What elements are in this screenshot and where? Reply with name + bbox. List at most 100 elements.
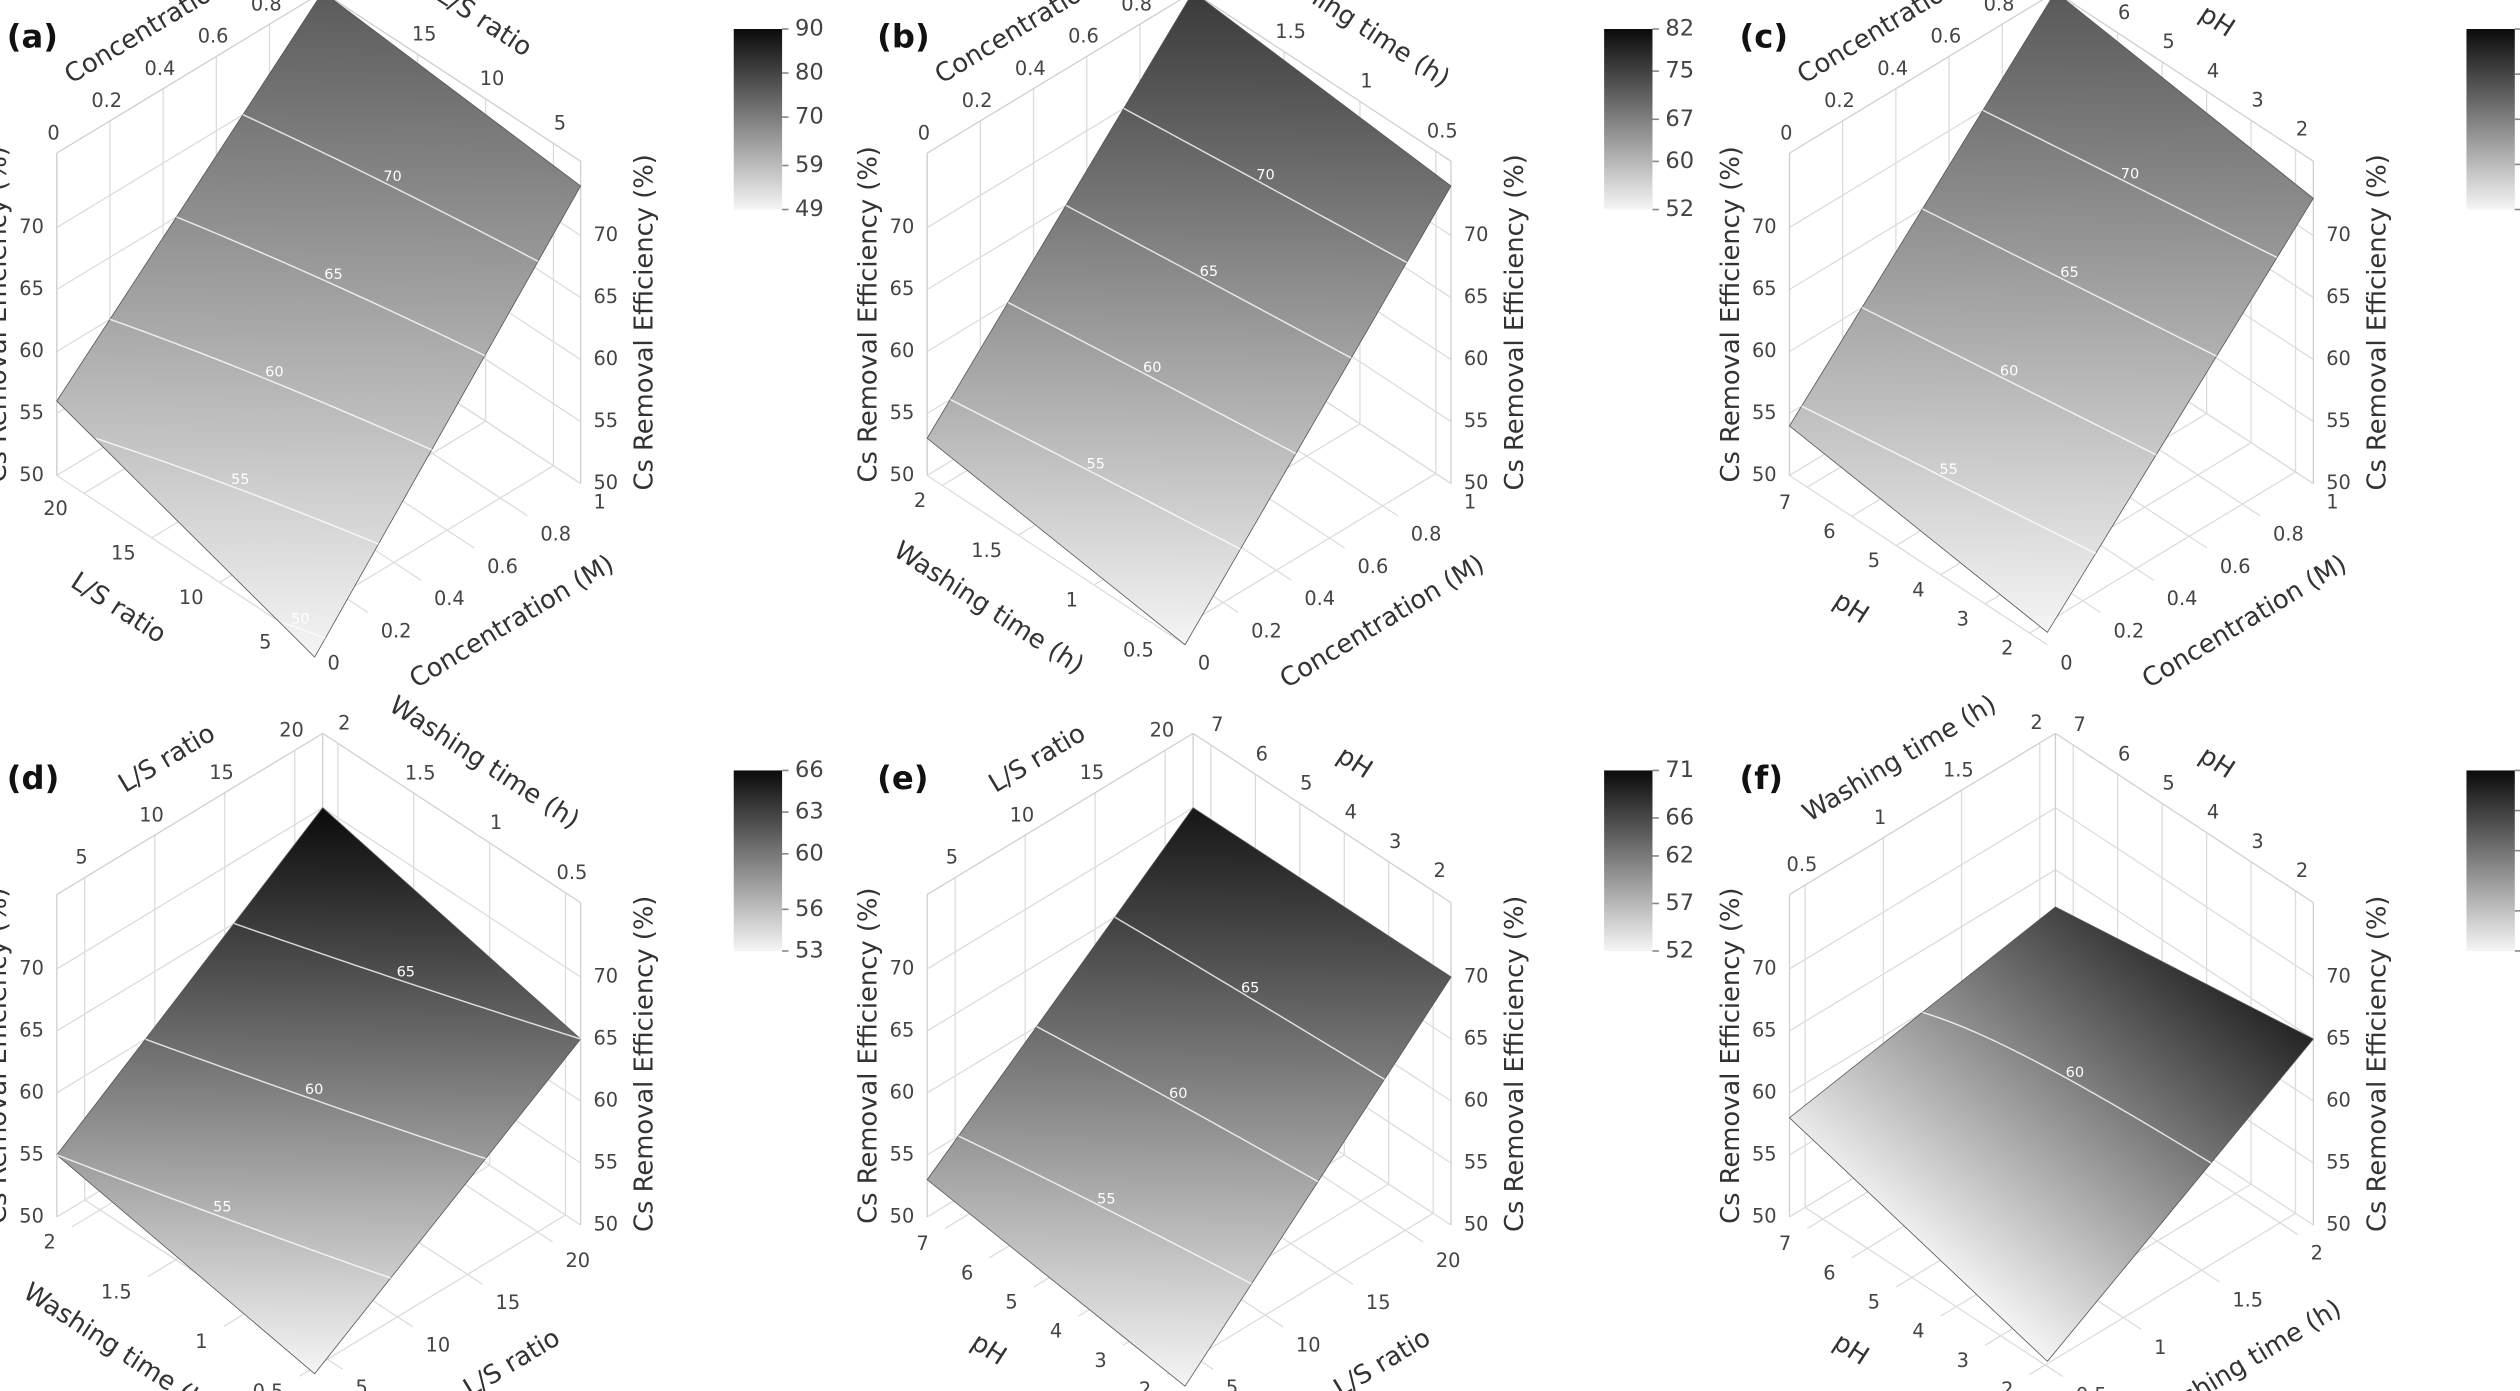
x-tick-label: 15 <box>412 22 437 45</box>
z-tick-label: 60 <box>19 1080 44 1103</box>
x-tick-label: 2 <box>914 489 926 512</box>
colorbar-tick-label: 60 <box>795 840 824 866</box>
z-tick-label: 60 <box>890 339 915 362</box>
y-tick-label: 0.4 <box>1877 57 1908 80</box>
contour-line <box>176 216 486 357</box>
x-tick-label: 6 <box>961 1261 973 1284</box>
x-tick-label: 5 <box>1868 549 1880 572</box>
contour-line <box>56 1154 391 1279</box>
x-tick-label: 2 <box>2296 118 2308 141</box>
y-tick-label: 10 <box>139 803 164 826</box>
z-tick-label: 65 <box>1752 277 1777 300</box>
z-tick-label: 50 <box>19 1204 44 1227</box>
y-tick-label: 0.8 <box>1984 0 2015 15</box>
grid-line <box>1804 1206 2064 1378</box>
x-tick-label: 4 <box>2207 59 2219 82</box>
colorbar-tick-label: 82 <box>1665 16 1694 42</box>
colorbar-tick-label: 59 <box>795 152 824 178</box>
y-tick-label: 0.6 <box>2220 555 2251 578</box>
z-tick-label: 70 <box>1464 223 1489 246</box>
x-tick-label: 15 <box>111 541 136 564</box>
x-axis-title: pH <box>1828 586 1874 631</box>
x-tick-label: 2 <box>2001 637 2013 660</box>
panel-label: (b) <box>877 18 930 56</box>
z-tick-label: 55 <box>594 409 619 432</box>
z-tick-label: 60 <box>2326 347 2351 370</box>
x-tick-label: 2 <box>338 711 350 734</box>
colorbar <box>733 29 783 210</box>
contour-label: 65 <box>2060 265 2078 281</box>
grid-line <box>1789 807 2056 970</box>
y-tick-label: 20 <box>1150 719 1175 742</box>
y-tick-label: 0.8 <box>1411 523 1442 546</box>
contour-label: 70 <box>1256 168 1274 184</box>
y-tick-label: 0.2 <box>381 619 412 642</box>
box-edge <box>56 0 311 154</box>
z-tick-label: 60 <box>594 1088 619 1111</box>
z-tick-label: 60 <box>19 339 44 362</box>
surface <box>1788 906 2314 1362</box>
grid-line <box>926 807 1194 970</box>
contour-label: 60 <box>1169 1086 1187 1102</box>
x-axis-title: pH <box>966 1327 1012 1372</box>
contour-label: 60 <box>305 1082 323 1098</box>
x-tick-label: 3 <box>1957 607 1969 630</box>
grid-line <box>1166 1212 1434 1376</box>
y-tick-label: 5 <box>356 1376 368 1391</box>
z-tick-label: 55 <box>594 1150 619 1173</box>
y-tick-label: 15 <box>496 1291 521 1314</box>
contour-line <box>949 398 1241 550</box>
z-axis-title: Cs Removal Efficiency (%) <box>630 154 660 490</box>
x-tick-label: 10 <box>480 67 505 90</box>
z-tick-label: 60 <box>1752 339 1777 362</box>
colorbar-tick-label: 62 <box>1665 842 1694 868</box>
contour-line <box>1065 204 1352 359</box>
x-tick-label: 2 <box>2296 859 2308 882</box>
grid-line <box>2055 807 2314 978</box>
panel-label: (a) <box>7 18 58 56</box>
surface <box>926 807 1452 1387</box>
x-tick-label: 3 <box>1957 1349 1969 1372</box>
x-tick-label: 5 <box>554 112 566 135</box>
y-tick-label: 10 <box>426 1334 451 1357</box>
surface <box>56 807 582 1375</box>
panel: (b)0.50.5111.51.522000.20.20.40.40.60.60… <box>854 0 1694 695</box>
contour-line <box>1801 405 2097 555</box>
contour-line <box>145 1038 486 1160</box>
y-tick-label: 1 <box>1874 806 1886 829</box>
colorbar <box>1604 770 1653 951</box>
x-tick-label: 1 <box>1066 589 1078 612</box>
x-tick-label: 0.5 <box>557 861 588 884</box>
contour-line <box>1114 916 1385 1080</box>
contour-label: 70 <box>383 169 401 185</box>
z-tick-label: 50 <box>1752 463 1777 486</box>
x-tick-label: 4 <box>1345 801 1357 824</box>
x-tick-label: 5 <box>1300 772 1312 795</box>
colorbar-tick-label: 70 <box>795 104 824 130</box>
contour-label: 50 <box>291 611 309 627</box>
panel-label: (d) <box>7 759 60 797</box>
x-tick-label: 5 <box>2162 30 2174 53</box>
x-tick-label: 0.5 <box>1123 638 1154 661</box>
x-tick-label: 5 <box>1868 1291 1880 1314</box>
colorbar-tick-label: 67 <box>1665 106 1694 132</box>
z-tick-label: 70 <box>19 215 44 238</box>
contour-label: 70 <box>2121 166 2139 182</box>
surface <box>1788 0 2314 633</box>
z-tick-label: 65 <box>19 277 44 300</box>
y-tick-label: 1.5 <box>1943 758 1974 781</box>
contour-line <box>95 437 379 545</box>
colorbar-tick-label: 57 <box>1665 890 1694 916</box>
x-tick-label: 1 <box>195 1330 207 1353</box>
y-tick-label: 20 <box>566 1249 591 1272</box>
x-tick-label: 20 <box>43 497 68 520</box>
z-tick-label: 70 <box>890 956 915 979</box>
z-tick-label: 70 <box>19 956 44 979</box>
x-tick-label: 10 <box>179 586 204 609</box>
z-tick-label: 50 <box>890 1204 915 1227</box>
x-tick-label: 4 <box>1912 578 1924 601</box>
y-tick-label: 0.8 <box>2273 523 2304 546</box>
x-tick-label: 4 <box>1912 1320 1924 1343</box>
colorbar-tick-label: 52 <box>1665 196 1694 222</box>
x-tick-label: 5 <box>259 631 271 654</box>
